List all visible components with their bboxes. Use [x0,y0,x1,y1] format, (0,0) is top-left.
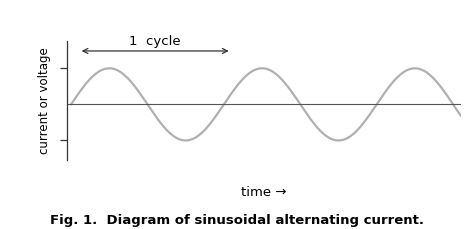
Text: Fig. 1.  Diagram of sinusoidal alternating current.: Fig. 1. Diagram of sinusoidal alternatin… [50,214,425,227]
Text: 1  cycle: 1 cycle [129,35,181,48]
Text: time →: time → [241,186,286,199]
Y-axis label: current or voltage: current or voltage [38,47,50,154]
